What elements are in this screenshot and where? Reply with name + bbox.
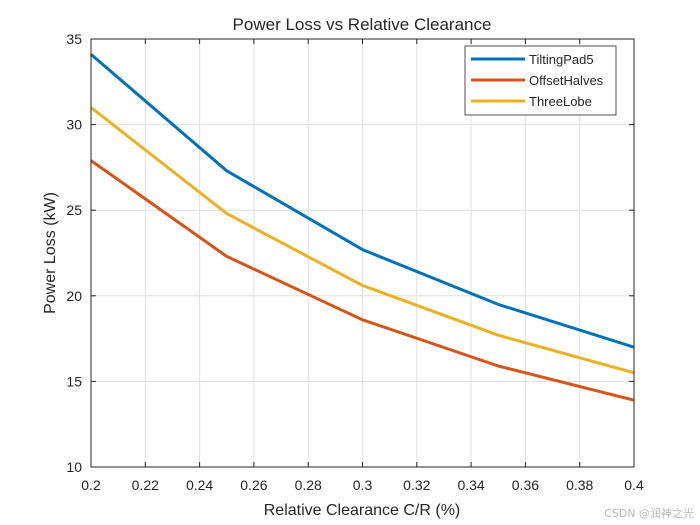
x-tick-label: 0.34 — [457, 477, 484, 493]
x-tick-labels: 0.2 0.22 0.24 0.26 0.28 0.3 0.32 0.34 0.36 0.38 0.… — [81, 477, 644, 493]
y-tick-labels: 10 15 20 25 30 35 — [66, 31, 82, 475]
x-tick-label: 0.26 — [240, 477, 267, 493]
legend-label-threelobe: ThreeLobe — [529, 94, 592, 109]
y-tick-label: 30 — [66, 117, 82, 133]
watermark-text: CSDN @润神之光 — [604, 507, 694, 520]
y-tick-label: 20 — [66, 288, 82, 304]
x-tick-label: 0.22 — [132, 477, 159, 493]
series-line-threelobe — [90, 106, 635, 375]
x-tick-label: 0.32 — [403, 477, 430, 493]
axis-ticks — [90, 38, 635, 468]
x-tick-label: 0.4 — [624, 477, 644, 493]
legend-label-tiltingpad5: TiltingPad5 — [529, 52, 594, 67]
x-tick-label: 0.36 — [512, 477, 539, 493]
series-line-tiltingpad5 — [90, 53, 635, 349]
y-tick-label: 35 — [66, 31, 82, 47]
x-tick-label: 0.28 — [295, 477, 322, 493]
x-tick-label: 0.38 — [566, 477, 593, 493]
legend: TiltingPad5 OffsetHalves ThreeLobe — [464, 45, 617, 116]
y-tick-label: 10 — [66, 459, 82, 475]
legend-label-offsethalves: OffsetHalves — [529, 73, 604, 88]
y-axis-label: Power Loss (kW) — [42, 192, 59, 314]
series-line-offsethalves — [90, 159, 635, 402]
chart-title: Power Loss vs Relative Clearance — [233, 15, 492, 34]
series-lines — [90, 53, 635, 402]
y-tick-label: 15 — [66, 373, 82, 389]
x-axis-label: Relative Clearance C/R (%) — [264, 502, 461, 519]
x-tick-label: 0.3 — [353, 477, 373, 493]
y-tick-label: 25 — [66, 202, 82, 218]
x-tick-label: 0.2 — [81, 477, 101, 493]
x-tick-label: 0.24 — [186, 477, 213, 493]
